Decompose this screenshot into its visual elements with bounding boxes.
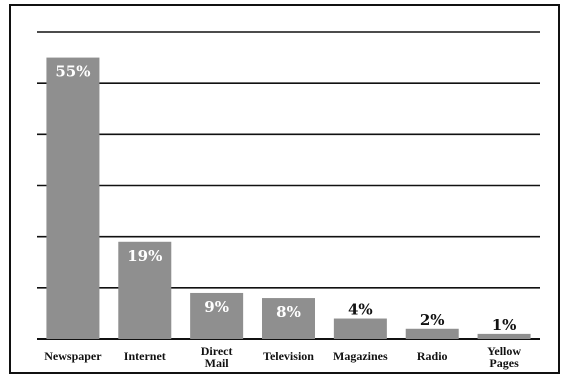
data-label-internet: 19% (127, 247, 162, 265)
data-label-yellow-pages: 1% (492, 316, 517, 334)
data-labels: 55% 19% 9% 8% 4% 2% 1% (55, 63, 516, 334)
bar-newspaper (46, 57, 100, 339)
x-axis-tick-labels: Newspaper Internet Direct Mail Television Mag… (44, 344, 521, 370)
data-label-magazines: 4% (348, 301, 373, 319)
bar-television (262, 298, 315, 339)
data-label-television: 8% (276, 303, 301, 321)
bar-magazines (333, 318, 387, 339)
tick-label-newspaper: Newspaper (44, 349, 102, 363)
bar-yellow-pages (477, 333, 531, 339)
tick-label-radio: Radio (417, 349, 448, 363)
bar-radio (405, 328, 459, 339)
tick-label-magazines: Magazines (333, 349, 388, 363)
data-label-radio: 2% (420, 311, 445, 329)
tick-label-internet: Internet (124, 349, 166, 363)
tick-label-television: Television (263, 349, 314, 363)
tick-label-direct-mail: Direct Mail (201, 344, 233, 370)
bars (46, 57, 531, 339)
bar-internet (118, 241, 172, 339)
data-label-newspaper: 55% (55, 63, 90, 81)
bar-direct-mail (190, 292, 244, 339)
data-label-direct-mail: 9% (204, 298, 229, 316)
tick-label-yellow-pages: Yellow Pages (487, 344, 521, 370)
